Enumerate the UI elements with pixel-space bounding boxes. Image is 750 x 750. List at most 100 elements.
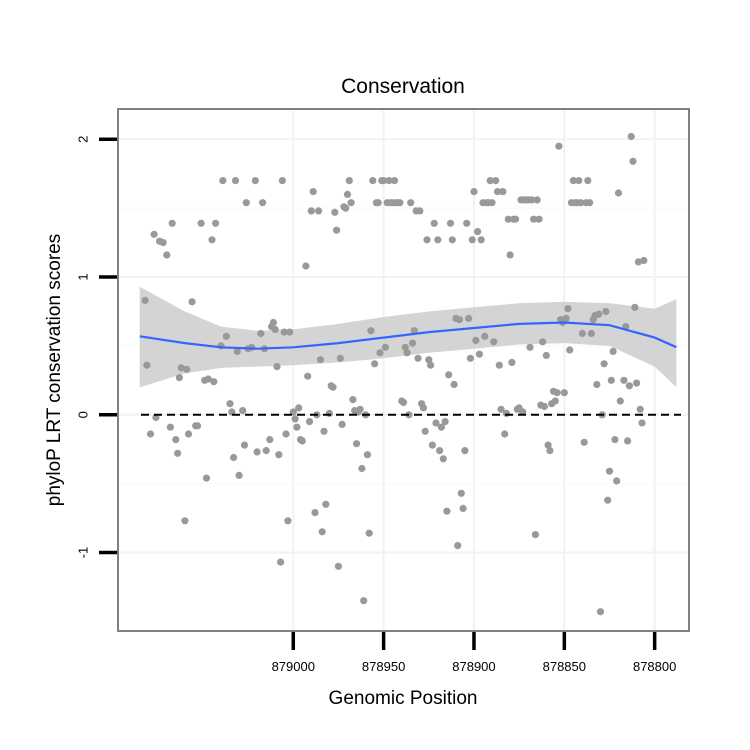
data-point	[175, 374, 183, 382]
data-point	[293, 423, 301, 431]
data-point	[259, 199, 267, 207]
data-point	[502, 409, 511, 417]
y-axis: -1 0 1 2	[75, 136, 117, 558]
data-point	[242, 199, 250, 207]
data-point	[159, 239, 167, 247]
data-point	[555, 142, 563, 150]
data-point	[150, 230, 158, 238]
data-point	[539, 338, 547, 346]
data-point	[416, 207, 424, 215]
data-point	[425, 356, 433, 364]
data-point	[607, 376, 615, 384]
data-point	[235, 471, 243, 479]
data-point	[410, 327, 418, 335]
data-point	[333, 226, 341, 234]
data-point	[174, 449, 182, 457]
data-point	[595, 310, 603, 318]
data-point	[408, 339, 417, 347]
data-point	[363, 451, 371, 459]
data-point	[302, 262, 310, 270]
data-point	[311, 508, 319, 517]
data-point	[580, 438, 588, 446]
data-point	[448, 236, 456, 244]
data-point	[257, 329, 265, 338]
data-point	[596, 608, 605, 616]
data-point	[475, 350, 483, 358]
data-point	[360, 597, 368, 605]
data-point	[401, 343, 409, 351]
data-point	[551, 397, 559, 405]
data-point	[396, 199, 404, 207]
data-point	[613, 477, 621, 485]
data-point	[470, 188, 478, 196]
data-point	[578, 329, 587, 338]
loess-line	[139, 321, 677, 350]
data-point	[465, 314, 473, 322]
data-point	[497, 405, 505, 413]
data-point	[446, 219, 455, 227]
data-point	[511, 215, 520, 223]
panel-border	[117, 108, 690, 632]
data-point	[181, 517, 189, 525]
data-point	[616, 397, 624, 405]
data-point	[266, 436, 274, 444]
data-point	[454, 542, 462, 550]
data-point	[336, 354, 344, 362]
data-points	[141, 132, 648, 616]
data-point	[461, 447, 469, 455]
data-point	[609, 347, 617, 355]
data-point	[564, 305, 572, 313]
data-point	[436, 447, 444, 455]
data-point	[356, 405, 364, 413]
data-point	[508, 358, 516, 366]
data-point	[492, 177, 500, 185]
data-point	[399, 398, 408, 406]
data-point	[334, 562, 342, 570]
confidence-ribbon	[139, 286, 677, 388]
data-point	[212, 219, 220, 227]
data-point	[202, 474, 211, 482]
data-point	[367, 327, 375, 335]
x-tick-label: 878950	[362, 659, 405, 674]
y-axis-label: phyloP LRT conservation scores	[44, 234, 65, 507]
chart-title: Conservation	[341, 75, 465, 98]
data-point	[542, 351, 550, 360]
data-point	[226, 400, 234, 408]
data-point	[390, 177, 399, 185]
data-point	[251, 177, 259, 185]
data-point	[343, 190, 352, 198]
data-point	[347, 199, 355, 207]
data-point	[625, 382, 634, 390]
data-point	[501, 430, 509, 438]
data-point	[280, 328, 288, 336]
data-point	[459, 504, 467, 512]
y-tick-label: 2	[75, 136, 90, 143]
data-point	[188, 298, 196, 306]
data-point	[631, 303, 639, 311]
data-point	[146, 430, 155, 438]
data-point	[544, 441, 552, 449]
data-point	[445, 371, 453, 379]
data-point	[553, 389, 561, 397]
data-point	[620, 376, 628, 384]
data-point	[624, 437, 632, 445]
data-point	[277, 558, 285, 566]
data-point	[434, 236, 442, 244]
data-point	[636, 405, 644, 413]
data-point	[600, 360, 608, 368]
data-point	[371, 360, 379, 368]
data-point	[486, 177, 494, 185]
data-point	[352, 440, 361, 448]
data-point	[493, 188, 502, 196]
data-point	[604, 496, 612, 504]
data-point	[210, 378, 218, 386]
data-point	[219, 177, 227, 185]
data-point	[239, 407, 247, 415]
data-point	[298, 437, 306, 445]
data-point	[284, 517, 292, 525]
data-point	[349, 396, 357, 404]
data-point	[253, 448, 261, 456]
confidence-band	[139, 286, 677, 388]
data-point	[423, 236, 431, 244]
data-point	[586, 199, 594, 207]
